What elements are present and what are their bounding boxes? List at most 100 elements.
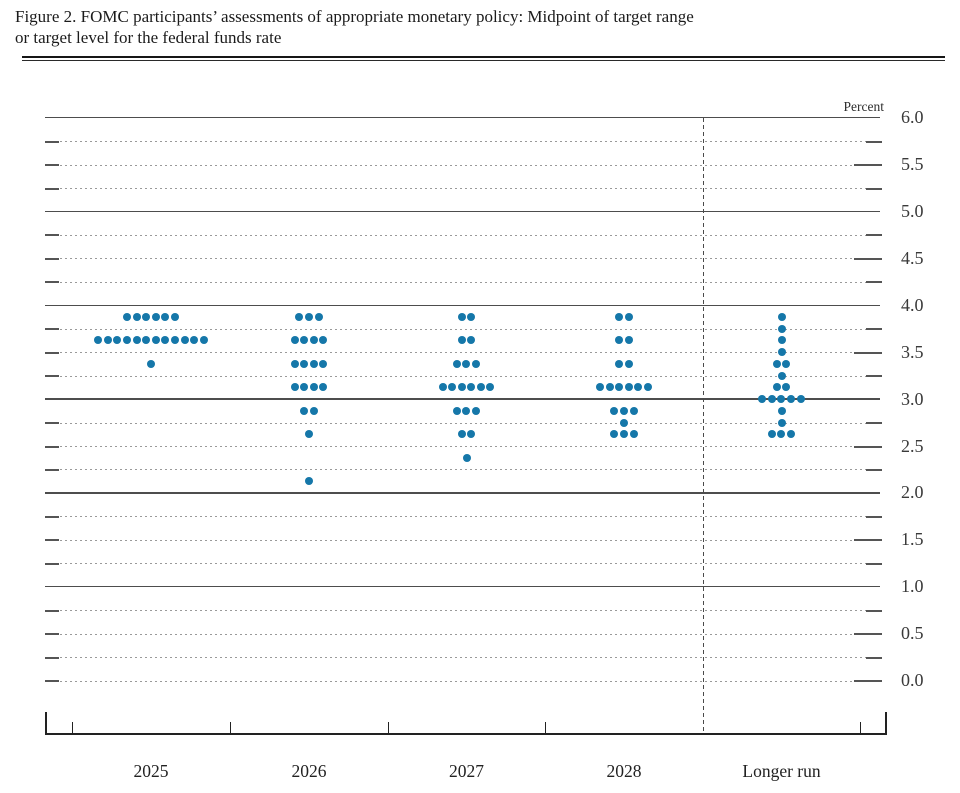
- gridline-1.75: [45, 516, 880, 518]
- dot-row-longer-run-3.375: [772, 359, 791, 368]
- gridline-1.25: [45, 563, 880, 565]
- y-tick-right-0.5: [854, 633, 882, 636]
- figure-title-line-1: Figure 2. FOMC participants’ assessments…: [15, 7, 694, 26]
- gridline-2: [45, 492, 880, 494]
- gridline-0: [45, 680, 880, 682]
- dot: [787, 430, 796, 439]
- y-axis-unit-label: Percent: [843, 99, 884, 114]
- dot: [758, 395, 767, 404]
- dot-row-2026-2.625: [305, 430, 313, 439]
- dot: [448, 383, 457, 392]
- dot: [620, 418, 628, 427]
- dot: [180, 336, 189, 345]
- x-axis-tick: [388, 722, 390, 733]
- x-axis-tick: [230, 722, 232, 733]
- dot-row-longer-run-3.25: [777, 371, 786, 380]
- dot: [305, 430, 313, 439]
- y-tick-left-3.75: [45, 328, 59, 331]
- y-axis-label-4.5: 4.5: [901, 247, 924, 268]
- dot: [767, 430, 776, 439]
- dot: [782, 383, 791, 392]
- dot: [319, 383, 328, 392]
- dot: [777, 418, 786, 427]
- dot: [319, 336, 328, 345]
- dot: [476, 383, 485, 392]
- y-tick-left-0.5: [45, 633, 59, 636]
- y-tick-right-0.75: [866, 609, 882, 612]
- dot: [199, 336, 208, 345]
- dot-row-longer-run-2.75: [777, 418, 786, 427]
- dot-row-longer-run-2.625: [767, 430, 796, 439]
- dot: [629, 406, 638, 415]
- dot: [190, 336, 199, 345]
- dot-row-2026-3.375: [290, 359, 328, 368]
- y-axis-label-4.0: 4.0: [901, 294, 924, 315]
- y-tick-right-5.75: [866, 140, 882, 143]
- dot: [777, 348, 786, 357]
- dot: [624, 359, 633, 368]
- dot-row-2028-2.875: [610, 406, 638, 415]
- dot: [94, 336, 103, 345]
- x-axis-label-2026: 2026: [291, 761, 327, 781]
- dot-row-2027-3.875: [457, 313, 476, 322]
- dot: [457, 313, 466, 322]
- y-tick-left-2.75: [45, 422, 59, 425]
- y-tick-left-2.5: [45, 445, 59, 448]
- dot: [777, 395, 786, 404]
- dot: [151, 336, 160, 345]
- gridline-3.5: [45, 352, 880, 354]
- dot: [796, 395, 805, 404]
- y-tick-left-1.5: [45, 539, 59, 542]
- x-axis-tick: [72, 722, 74, 733]
- y-axis-label-1.5: 1.5: [901, 529, 924, 550]
- dot: [486, 383, 495, 392]
- dot-row-2026-2.125: [305, 477, 313, 486]
- dot: [147, 359, 155, 368]
- gridline-1: [45, 586, 880, 588]
- dot: [615, 359, 624, 368]
- dot: [462, 359, 471, 368]
- dot-row-2028-3.375: [615, 359, 633, 368]
- gridline-4.75: [45, 234, 880, 236]
- dot: [619, 406, 628, 415]
- dot-row-longer-run-3.75: [777, 324, 786, 333]
- dot: [170, 336, 179, 345]
- dot: [300, 406, 309, 415]
- dot: [605, 383, 614, 392]
- gridline-0.25: [45, 657, 880, 659]
- dot: [300, 336, 309, 345]
- dot: [142, 313, 151, 322]
- dot: [772, 383, 781, 392]
- dot: [300, 359, 309, 368]
- dot: [305, 477, 313, 486]
- y-axis-label-0.5: 0.5: [901, 623, 924, 644]
- y-tick-right-2.75: [866, 422, 882, 425]
- y-tick-left-5.75: [45, 140, 59, 143]
- y-axis-label-1.0: 1.0: [901, 576, 924, 597]
- dot: [309, 383, 318, 392]
- dot: [467, 430, 476, 439]
- dot: [438, 383, 447, 392]
- gridline-2.75: [45, 422, 880, 424]
- dot: [624, 336, 633, 345]
- dot-row-2027-3.625: [457, 336, 476, 345]
- dot: [161, 313, 170, 322]
- dot: [610, 406, 619, 415]
- dot: [624, 383, 633, 392]
- dot: [619, 430, 628, 439]
- y-tick-left-0.25: [45, 656, 59, 659]
- dot-row-2027-2.625: [457, 430, 476, 439]
- x-axis-label-longer-run: Longer run: [742, 761, 821, 781]
- gridline-3: [45, 398, 880, 400]
- longer-run-separator-line: [703, 117, 705, 733]
- dot-row-longer-run-3.875: [777, 313, 786, 322]
- dot: [777, 430, 786, 439]
- dot: [452, 359, 461, 368]
- dot: [161, 336, 170, 345]
- dot: [777, 371, 786, 380]
- dot: [309, 406, 318, 415]
- y-axis-label-6.0: 6.0: [901, 107, 924, 128]
- dot-row-2028-2.625: [610, 430, 638, 439]
